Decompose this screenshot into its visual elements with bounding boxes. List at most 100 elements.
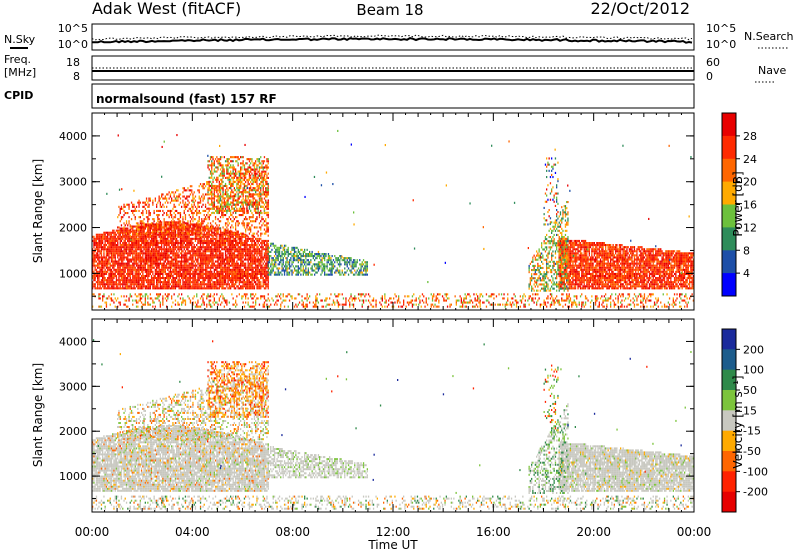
data-cell <box>198 268 200 271</box>
data-cell <box>100 250 103 253</box>
data-cell <box>154 268 156 271</box>
data-cell <box>158 254 160 257</box>
data-cell <box>156 239 158 242</box>
data-cell <box>435 305 437 308</box>
data-cell <box>256 260 258 263</box>
data-cell <box>147 275 149 278</box>
data-cell <box>118 226 120 229</box>
data-cell <box>166 287 168 290</box>
data-cell <box>154 246 156 249</box>
data-cell <box>157 285 159 288</box>
data-cell <box>625 297 627 300</box>
data-cell <box>100 239 103 242</box>
data-cell <box>257 277 259 280</box>
data-cell <box>250 281 252 284</box>
data-cell <box>123 222 125 225</box>
data-cell <box>207 258 209 261</box>
data-cell <box>246 266 248 269</box>
data-cell <box>164 283 166 286</box>
data-cell <box>108 242 110 245</box>
data-cell <box>127 260 129 263</box>
data-cell <box>158 218 160 221</box>
data-cell <box>235 250 237 253</box>
data-cell <box>270 303 272 306</box>
data-cell <box>149 225 151 228</box>
data-cell <box>262 256 264 259</box>
data-cell <box>133 231 135 234</box>
data-cell <box>589 301 592 304</box>
data-cell <box>113 260 115 263</box>
data-cell <box>125 232 128 235</box>
data-cell <box>120 254 123 257</box>
data-cell <box>230 233 232 236</box>
data-cell <box>143 279 145 282</box>
data-cell <box>267 277 269 280</box>
data-cell <box>265 281 267 284</box>
data-cell <box>147 256 149 259</box>
data-cell <box>110 256 113 259</box>
data-cell <box>228 256 230 259</box>
data-cell <box>435 297 437 300</box>
data-cell <box>159 287 161 290</box>
data-cell <box>144 264 146 267</box>
data-cell <box>174 260 177 263</box>
data-cell <box>194 250 197 253</box>
data-cell <box>102 277 104 280</box>
data-cell <box>127 264 129 267</box>
data-cell <box>189 222 192 225</box>
data-cell <box>197 277 199 280</box>
data-cell <box>109 283 111 286</box>
data-cell <box>134 242 136 245</box>
data-cell <box>247 268 249 271</box>
data-cell <box>212 266 214 269</box>
data-cell <box>120 264 123 267</box>
data-cell <box>594 301 597 304</box>
data-cell <box>223 287 225 290</box>
data-cell <box>261 285 263 288</box>
data-cell <box>238 239 240 242</box>
data-cell <box>110 297 113 300</box>
data-cell <box>142 258 144 261</box>
data-cell <box>385 301 387 304</box>
data-cell <box>583 305 585 308</box>
data-cell <box>150 235 153 238</box>
data-cell <box>390 301 392 304</box>
data-cell <box>199 275 202 278</box>
data-cell <box>536 303 538 306</box>
data-cell <box>144 207 146 210</box>
data-cell <box>134 235 136 238</box>
data-cell <box>315 295 317 298</box>
data-cell <box>211 239 213 242</box>
data-cell <box>183 246 185 249</box>
data-cell <box>178 256 180 259</box>
data-cell <box>179 266 182 269</box>
data-cell <box>482 295 484 298</box>
data-cell <box>169 283 172 286</box>
data-cell <box>161 239 163 242</box>
data-cell <box>231 231 233 234</box>
data-cell <box>93 239 95 242</box>
data-cell <box>685 301 687 304</box>
data-cell <box>211 244 213 247</box>
data-cell <box>103 266 105 269</box>
data-cell <box>546 305 548 308</box>
data-cell <box>137 229 139 232</box>
data-cell <box>143 262 145 265</box>
data-cell <box>102 262 104 265</box>
data-cell <box>97 250 99 253</box>
data-cell <box>430 303 432 306</box>
data-cell <box>177 301 179 304</box>
data-cell <box>122 262 124 265</box>
data-cell <box>158 270 160 273</box>
data-cell <box>156 297 158 300</box>
data-cell <box>183 248 185 251</box>
data-cell <box>181 229 183 232</box>
data-cell <box>389 297 391 300</box>
data-cell <box>192 225 194 228</box>
data-cell <box>144 203 146 206</box>
data-cell <box>113 244 115 247</box>
data-cell <box>213 283 215 286</box>
data-cell <box>138 239 140 242</box>
data-cell <box>110 250 113 253</box>
data-cell <box>173 262 175 265</box>
